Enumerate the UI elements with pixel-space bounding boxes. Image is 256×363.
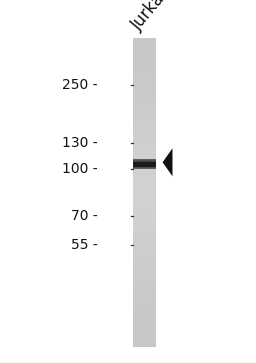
Bar xyxy=(133,295,156,301)
Bar xyxy=(133,38,156,43)
Bar xyxy=(133,74,156,79)
Bar xyxy=(133,54,156,59)
Bar xyxy=(133,126,156,131)
Bar xyxy=(133,244,156,249)
Text: Jurkat: Jurkat xyxy=(128,0,173,34)
Bar xyxy=(133,342,156,347)
Bar xyxy=(133,84,156,90)
Bar xyxy=(133,163,156,164)
Bar xyxy=(133,141,156,146)
Bar xyxy=(133,337,156,342)
Bar xyxy=(133,59,156,64)
Bar xyxy=(133,187,156,192)
Bar xyxy=(133,164,156,165)
Bar xyxy=(133,177,156,182)
Bar xyxy=(133,64,156,69)
Bar xyxy=(133,197,156,203)
Bar xyxy=(133,167,156,172)
Bar xyxy=(133,306,156,311)
Bar xyxy=(133,48,156,53)
Bar xyxy=(133,43,156,48)
Bar xyxy=(133,110,156,115)
Bar xyxy=(133,275,156,280)
Bar xyxy=(133,203,156,208)
Bar xyxy=(133,162,156,163)
Bar xyxy=(133,162,156,167)
Bar xyxy=(133,259,156,264)
Bar xyxy=(133,165,156,166)
Text: 100 -: 100 - xyxy=(62,162,97,176)
Bar xyxy=(133,269,156,275)
Bar xyxy=(133,316,156,321)
Bar xyxy=(133,105,156,110)
Bar xyxy=(133,301,156,306)
Bar xyxy=(133,131,156,136)
Bar xyxy=(133,38,156,347)
Bar xyxy=(133,285,156,290)
Bar xyxy=(133,79,156,85)
Bar xyxy=(133,239,156,244)
Text: 130 -: 130 - xyxy=(62,136,97,150)
Bar xyxy=(133,146,156,151)
Bar xyxy=(133,167,156,168)
Polygon shape xyxy=(163,148,173,176)
Bar xyxy=(133,161,156,162)
Bar xyxy=(133,254,156,259)
Bar xyxy=(133,136,156,141)
Bar xyxy=(133,182,156,187)
Bar xyxy=(133,69,156,74)
Bar xyxy=(133,168,156,169)
Bar xyxy=(133,264,156,269)
Bar xyxy=(133,172,156,177)
Bar xyxy=(133,90,156,95)
Bar xyxy=(133,311,156,316)
Bar xyxy=(133,160,156,161)
Bar xyxy=(133,162,156,167)
Bar xyxy=(133,208,156,213)
Bar xyxy=(133,100,156,105)
Bar xyxy=(133,115,156,121)
Bar xyxy=(133,166,156,167)
Bar xyxy=(133,249,156,254)
Text: 250 -: 250 - xyxy=(62,78,97,92)
Bar xyxy=(133,233,156,239)
Bar xyxy=(133,159,156,160)
Bar xyxy=(133,228,156,233)
Text: 55 -: 55 - xyxy=(71,238,97,252)
Bar xyxy=(133,218,156,223)
Text: 70 -: 70 - xyxy=(71,209,97,223)
Bar xyxy=(133,280,156,285)
Bar xyxy=(133,326,156,331)
Bar xyxy=(133,331,156,337)
Bar xyxy=(133,192,156,197)
Bar xyxy=(133,121,156,126)
Bar xyxy=(133,95,156,100)
Bar xyxy=(133,213,156,218)
Bar xyxy=(133,151,156,156)
Bar xyxy=(133,321,156,326)
Bar xyxy=(133,156,156,162)
Bar xyxy=(133,290,156,295)
Bar xyxy=(133,223,156,228)
